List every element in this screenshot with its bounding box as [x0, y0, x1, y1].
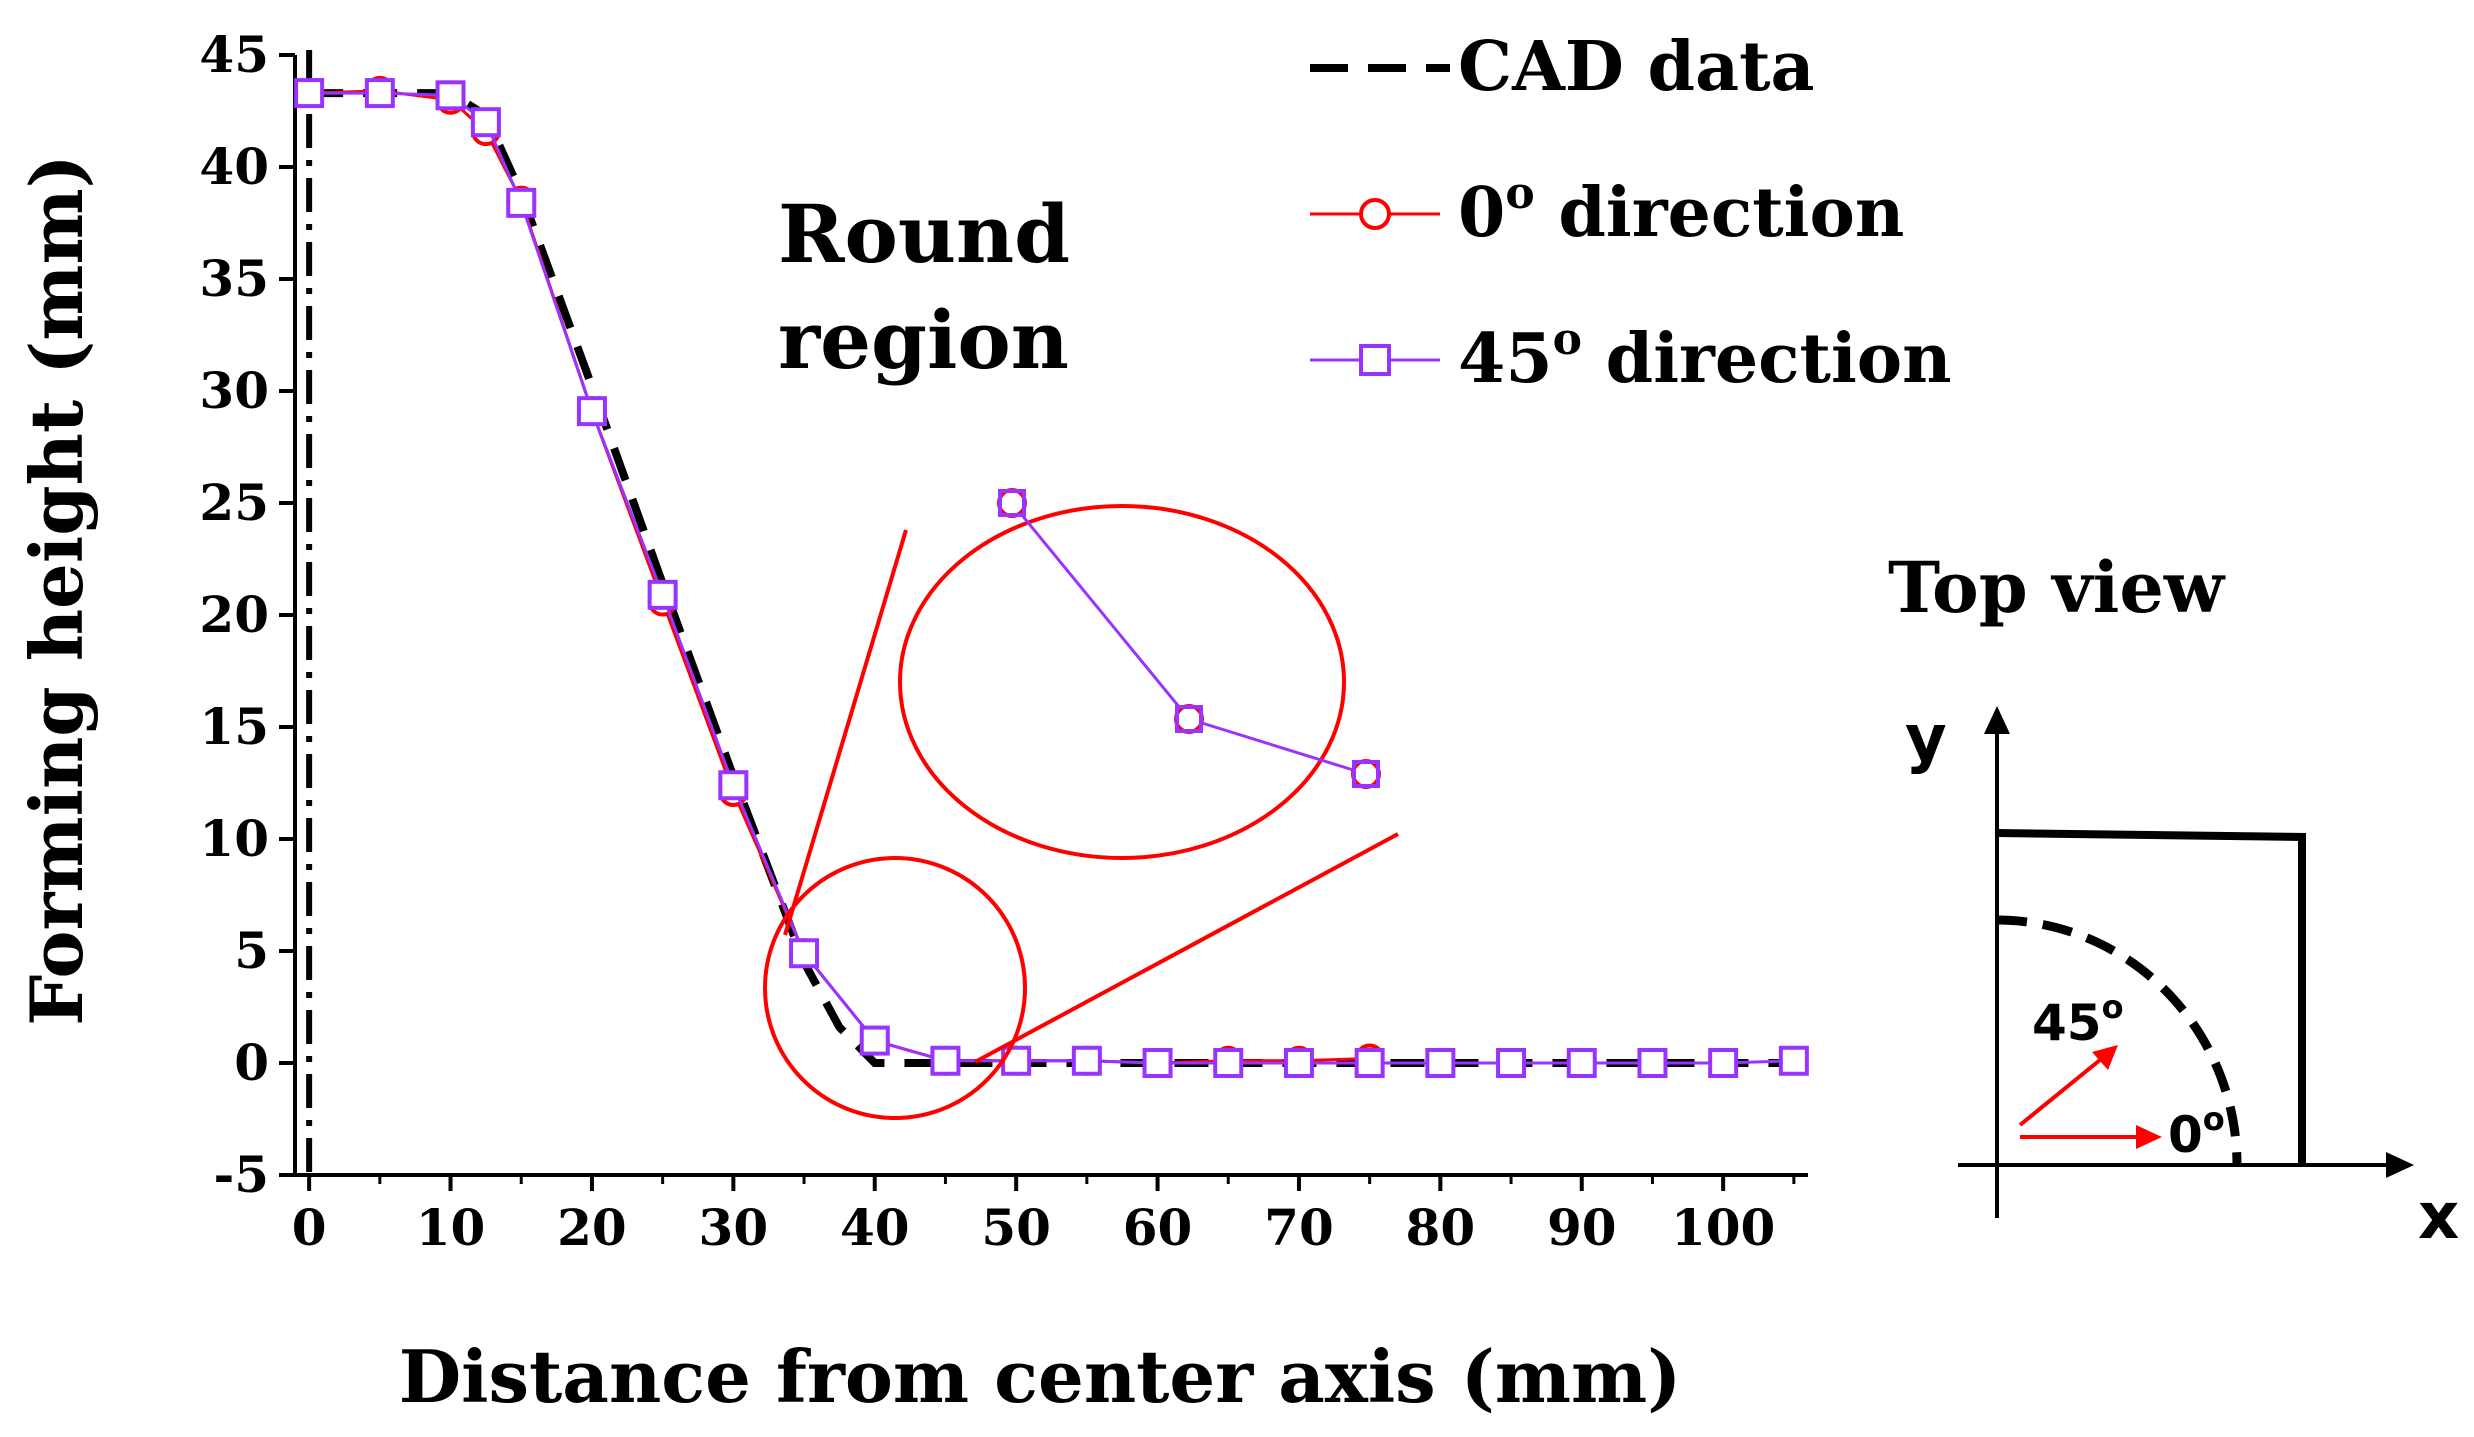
- y-tick-label: 10: [199, 809, 269, 868]
- top-view-inset: Top view y x 45o 0o: [1888, 546, 2459, 1254]
- y-axis-title: Forming height (mm): [14, 154, 99, 1025]
- point-45deg: [1637, 1048, 1668, 1078]
- zoom-annotation: [763, 488, 1399, 1120]
- inset-45deg-num: 45: [2032, 994, 2102, 1052]
- legend-45deg-sup: o: [1553, 314, 1582, 365]
- zoom-large-ellipse: [898, 504, 1346, 860]
- zoom-point-0deg: [997, 488, 1027, 518]
- point-45deg: [294, 78, 325, 109]
- inset-45deg-sup: o: [2102, 988, 2124, 1026]
- inset-y-arrowhead: [1984, 706, 2010, 734]
- point-45deg: [435, 80, 466, 111]
- x-tick-label: 90: [1547, 1198, 1617, 1257]
- inset-0deg-sup: o: [2203, 1100, 2225, 1138]
- inset-45deg-arrowhead: [2092, 1045, 2118, 1070]
- inset-0deg-arrowhead: [2136, 1125, 2162, 1149]
- y-tick-label: 20: [199, 585, 269, 644]
- inset-45deg-label: 45o: [2032, 988, 2124, 1052]
- inset-x-label: x: [2418, 1180, 2459, 1254]
- legend-45deg-swatch-marker: [1359, 344, 1391, 376]
- top-view-title: Top view: [1888, 546, 2226, 629]
- x-tick-label: 0: [292, 1198, 327, 1257]
- legend-45deg-rest: direction: [1582, 319, 1952, 399]
- y-ticks: -5 0 5 10 15 20 25 30 35 40 45: [199, 25, 295, 1204]
- inset-round-dashed-arc: [1996, 915, 2242, 1166]
- inset-0deg-label: 0o: [2168, 1100, 2225, 1164]
- zoom-point-0deg: [1174, 704, 1204, 734]
- legend-45deg-label: 45o direction: [1458, 314, 1952, 399]
- y-tick-label: 45: [199, 25, 269, 84]
- y-tick-label: -5: [213, 1145, 269, 1204]
- point-45deg: [859, 1025, 890, 1056]
- x-tick-label: 60: [1123, 1198, 1193, 1257]
- legend: CAD data 0o direction 45o direction: [1310, 27, 1952, 399]
- y-tick-label: 15: [199, 697, 269, 756]
- point-45deg: [1778, 1045, 1809, 1076]
- round-region-label-line2: region: [778, 293, 1069, 387]
- legend-0deg-num: 0: [1458, 173, 1505, 253]
- legend-0deg-label: 0o direction: [1458, 168, 1904, 253]
- y-tick-label: 0: [234, 1033, 269, 1092]
- point-45deg: [1283, 1048, 1314, 1078]
- point-45deg: [506, 187, 537, 218]
- inset-45deg-arrow: [2018, 1058, 2102, 1127]
- x-axis-title: Distance from center axis (mm): [399, 1334, 1682, 1419]
- x-tick-label: 20: [557, 1198, 627, 1257]
- x-tick-label: 80: [1406, 1198, 1476, 1257]
- point-45deg: [470, 107, 501, 138]
- x-tick-label: 100: [1671, 1198, 1775, 1257]
- y-tick-label: 35: [199, 249, 269, 308]
- inset-x-arrowhead: [2386, 1152, 2414, 1178]
- x-tick-label: 70: [1264, 1198, 1334, 1257]
- point-45deg: [647, 579, 678, 610]
- zoom-point-45deg: [1175, 705, 1203, 733]
- y-tick-label: 30: [199, 361, 269, 420]
- point-45deg: [1425, 1048, 1456, 1078]
- y-tick-label: 25: [199, 473, 269, 532]
- legend-0deg-sup: o: [1505, 168, 1534, 219]
- point-45deg: [789, 938, 820, 969]
- point-45deg: [930, 1045, 961, 1076]
- point-45deg: [1708, 1048, 1739, 1078]
- x-tick-label: 40: [840, 1198, 910, 1257]
- point-45deg: [1496, 1048, 1527, 1078]
- point-45deg: [364, 78, 395, 109]
- zoom-small-circle: [763, 856, 1027, 1120]
- round-region-label-line1: Round: [778, 187, 1070, 281]
- point-45deg: [576, 396, 607, 427]
- x-tick-label: 30: [699, 1198, 769, 1257]
- point-45deg: [718, 770, 749, 801]
- y-tick-label: 40: [199, 137, 269, 196]
- x-tick-label: 10: [416, 1198, 486, 1257]
- legend-cad-label: CAD data: [1458, 27, 1815, 107]
- zoom-point-0deg: [1351, 759, 1381, 789]
- point-45deg: [1213, 1048, 1244, 1078]
- point-45deg: [1142, 1048, 1173, 1078]
- legend-45deg-num: 45: [1458, 319, 1553, 399]
- x-tick-label: 50: [981, 1198, 1051, 1257]
- legend-0deg-swatch-marker: [1359, 198, 1391, 230]
- y-tick-label: 5: [234, 921, 269, 980]
- plot-axes: 0 10 20 30 40 50 60 70 80 90 100 -5 0 5 10 15 20 25 30 35 4…: [199, 25, 1808, 1257]
- inset-0deg-num: 0: [2168, 1106, 2203, 1164]
- zoom-connector-line: [974, 832, 1399, 1064]
- point-45deg: [1354, 1048, 1385, 1078]
- point-45deg: [1071, 1045, 1102, 1076]
- point-45deg: [1566, 1048, 1597, 1078]
- legend-0deg-rest: direction: [1535, 173, 1905, 253]
- zoom-point-45deg: [1352, 760, 1380, 788]
- inset-y-label: y: [1905, 702, 1947, 776]
- x-ticks: 0 10 20 30 40 50 60 70 80 90 100: [292, 1175, 1796, 1257]
- zoom-connector-line: [783, 529, 908, 936]
- zoom-point-45deg: [998, 489, 1026, 517]
- inset-square-outline: [1996, 829, 2306, 1165]
